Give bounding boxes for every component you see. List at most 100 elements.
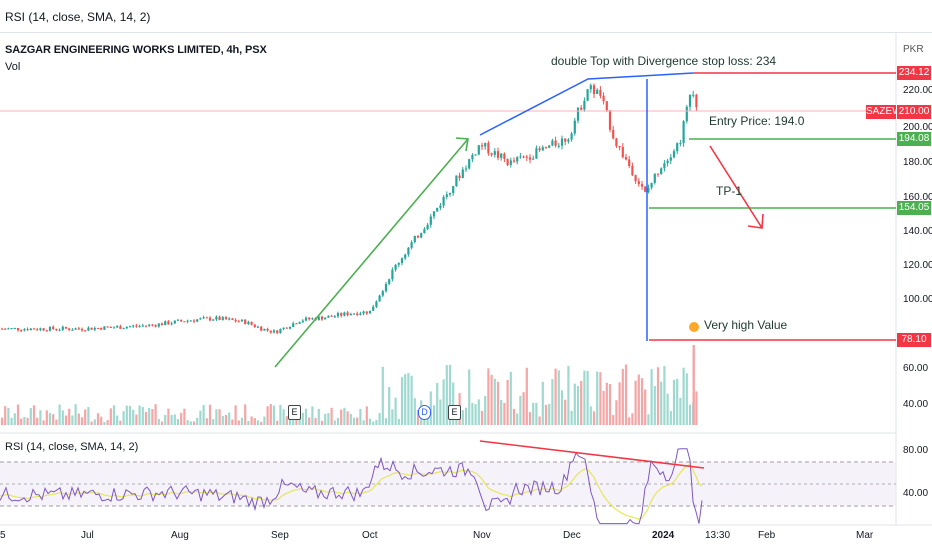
stop-loss-annotation[interactable]: stop loss: 234 bbox=[702, 54, 777, 68]
volume-bar bbox=[301, 412, 304, 425]
entry-annotation[interactable]: Entry Price: 194.0 bbox=[709, 114, 805, 128]
volume-bar bbox=[4, 406, 7, 425]
volume-bar bbox=[109, 408, 112, 425]
volume-bar bbox=[368, 418, 372, 425]
volume-bar bbox=[116, 415, 119, 425]
volume-bar bbox=[215, 409, 218, 425]
candle-body bbox=[404, 254, 407, 259]
volume-bar bbox=[96, 413, 100, 425]
volume-bar bbox=[589, 406, 592, 425]
candle-body bbox=[212, 319, 215, 321]
rsi-divergence-line[interactable] bbox=[479, 440, 705, 469]
rsi-label[interactable]: RSI (14, close, SMA, 14, 2) bbox=[5, 441, 139, 453]
very-high-annotation[interactable]: Very high Value bbox=[704, 318, 788, 332]
volume-bar bbox=[148, 407, 151, 425]
dividend-marker[interactable]: D bbox=[418, 405, 431, 420]
candle-body bbox=[180, 319, 183, 322]
candle-body bbox=[682, 121, 685, 143]
candle-body bbox=[397, 263, 400, 265]
volume-bar bbox=[189, 421, 192, 425]
candle-body bbox=[570, 133, 573, 140]
candle-body bbox=[288, 326, 292, 329]
volume-bar bbox=[551, 379, 554, 425]
volume-bar bbox=[61, 410, 64, 425]
volume-bar bbox=[695, 391, 698, 425]
candle-body bbox=[112, 327, 116, 329]
candle-body bbox=[29, 328, 32, 331]
volume-bar bbox=[311, 406, 314, 425]
volume-bar bbox=[442, 379, 445, 425]
candle-body bbox=[87, 327, 90, 331]
volume-bar bbox=[314, 417, 317, 425]
double-top-line[interactable] bbox=[479, 72, 694, 136]
time-tick-label: 13:30 bbox=[705, 530, 731, 541]
volume-bar bbox=[218, 409, 221, 425]
candle-body bbox=[660, 168, 663, 174]
candle-body bbox=[276, 330, 279, 334]
volume-bar bbox=[496, 381, 500, 425]
candle-body bbox=[240, 319, 244, 322]
volume-bar bbox=[583, 370, 586, 425]
volume-bar bbox=[448, 364, 452, 425]
candle-body bbox=[695, 94, 698, 108]
volume-bar bbox=[343, 407, 346, 425]
volume-bar bbox=[647, 414, 650, 425]
candle-body bbox=[109, 327, 112, 329]
volume-bar bbox=[119, 420, 122, 425]
candle-body bbox=[365, 311, 368, 314]
candle-body bbox=[474, 154, 477, 156]
candle-body bbox=[154, 324, 157, 327]
time-tick-label: Mar bbox=[856, 530, 874, 541]
candle-body bbox=[39, 328, 42, 330]
candle-body bbox=[602, 95, 605, 102]
price-tick-label: 120.00 bbox=[903, 260, 932, 271]
candle-body bbox=[55, 329, 58, 331]
volume-bar bbox=[535, 403, 538, 425]
candle-body bbox=[656, 173, 660, 175]
volume-label[interactable]: Vol bbox=[5, 61, 21, 73]
candle-body bbox=[189, 320, 192, 322]
earnings-marker[interactable]: E bbox=[448, 405, 461, 420]
volume-bar bbox=[660, 381, 663, 425]
earnings-marker[interactable]: E bbox=[288, 405, 301, 420]
volume-bar bbox=[672, 379, 676, 425]
volume-bar bbox=[256, 420, 260, 425]
candle-body bbox=[327, 315, 330, 318]
candle-body bbox=[410, 242, 413, 248]
candle-body bbox=[541, 147, 544, 151]
volume-bar bbox=[52, 414, 55, 425]
downtrend-arrow-line[interactable] bbox=[709, 145, 763, 229]
volume-bar bbox=[439, 399, 442, 425]
tp-annotation[interactable]: TP-1 bbox=[716, 184, 743, 198]
candle-body bbox=[471, 155, 474, 160]
volume-bar bbox=[628, 417, 631, 425]
candle-body bbox=[74, 328, 77, 330]
volume-bar bbox=[103, 421, 106, 425]
volume-bar bbox=[29, 408, 32, 425]
candle-body bbox=[58, 329, 61, 331]
symbol-header[interactable]: SAZGAR ENGINEERING WORKS LIMITED, 4h, PS… bbox=[5, 44, 267, 56]
candle-body bbox=[679, 142, 682, 144]
double-top-annotation[interactable]: double Top with Divergence bbox=[551, 54, 699, 68]
current-price-badge: 210.00 bbox=[897, 105, 931, 119]
volume-bar bbox=[452, 382, 455, 425]
volume-bar bbox=[272, 405, 276, 425]
indicator-label[interactable]: RSI (14, close, SMA, 14, 2) bbox=[5, 10, 151, 24]
volume-bar bbox=[532, 402, 535, 425]
candle-body bbox=[538, 148, 541, 151]
volume-bar bbox=[279, 404, 282, 425]
volume-bar bbox=[400, 377, 404, 425]
candle-body bbox=[48, 326, 52, 331]
candle-body bbox=[4, 328, 7, 330]
candle-body bbox=[692, 94, 695, 96]
volume-bar bbox=[640, 378, 644, 425]
candle-body bbox=[544, 147, 548, 149]
candle-body bbox=[45, 330, 48, 332]
uptrend-arrow-line[interactable] bbox=[274, 138, 469, 368]
currency-label: PKR bbox=[903, 44, 924, 55]
volume-bar bbox=[244, 404, 247, 425]
volume-spike-marker[interactable] bbox=[689, 322, 699, 332]
candle-body bbox=[548, 145, 551, 148]
candle-body bbox=[592, 85, 596, 95]
